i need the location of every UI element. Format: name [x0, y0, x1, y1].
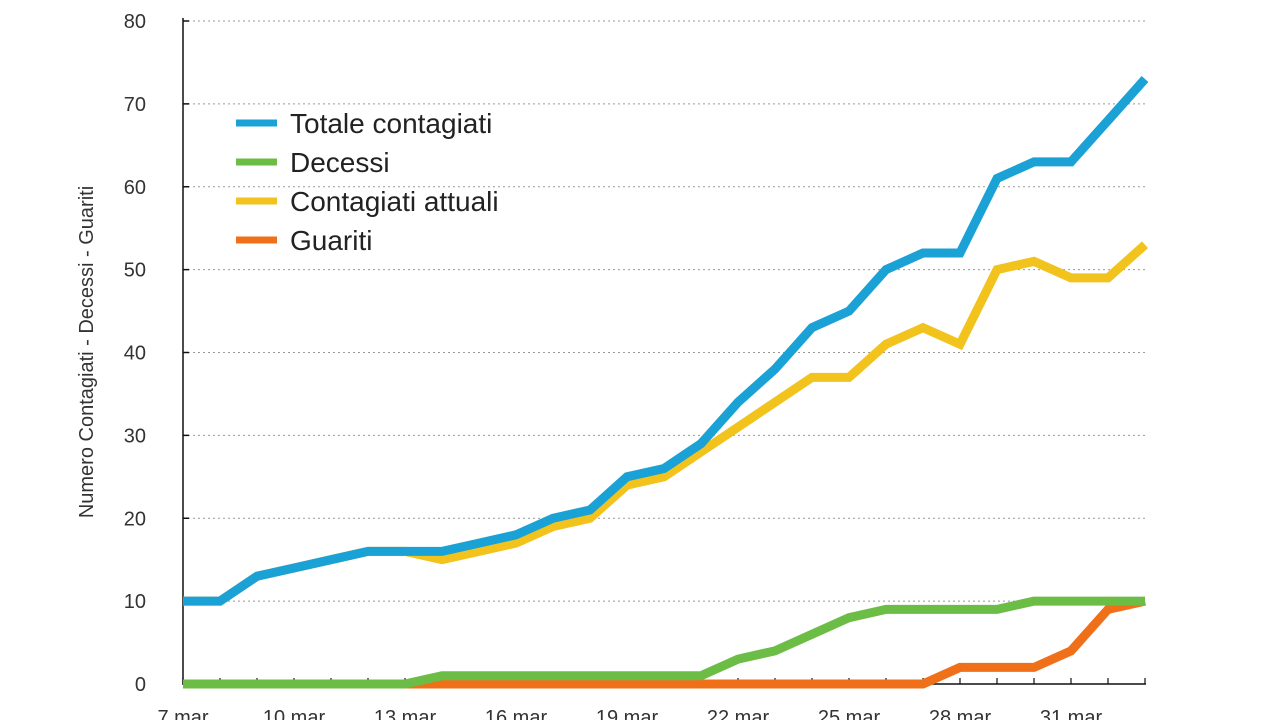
x-tick-label: 25 mar — [818, 707, 881, 720]
y-tick-label: 30 — [124, 425, 146, 447]
x-tick-label: 19 mar — [596, 707, 659, 720]
x-tick-label: 7 mar — [157, 707, 208, 720]
y-tick-labels: 0 10 20 30 40 50 60 70 80 — [124, 11, 146, 696]
x-tick-label: 13 mar — [374, 707, 437, 720]
y-tick-label: 60 — [124, 177, 146, 199]
y-tick-label: 40 — [124, 343, 146, 365]
series-lines — [182, 76, 1149, 689]
y-tick-label: 20 — [124, 508, 146, 530]
y-tick-label: 80 — [124, 11, 146, 33]
legend: Totale contagiati Decessi Contagiati attua… — [236, 108, 499, 256]
x-tick-label: 22 mar — [707, 707, 770, 720]
series-line-contagiati-attuali — [183, 241, 1149, 606]
y-tick-label: 70 — [124, 94, 146, 116]
x-tick-label: 16 mar — [485, 707, 548, 720]
legend-label: Decessi — [290, 147, 390, 178]
y-axis-label: Numero Contagiati - Decessi - Guariti — [76, 186, 98, 518]
y-tick-label: 50 — [124, 260, 146, 282]
x-tick-label: 10 mar — [263, 707, 326, 720]
legend-label: Guariti — [290, 225, 372, 256]
legend-label: Contagiati attuali — [290, 186, 499, 217]
legend-label: Totale contagiati — [290, 108, 492, 139]
y-tick-label: 10 — [124, 591, 146, 613]
y-tick-label: 0 — [135, 674, 146, 696]
x-tick-label: 28 mar — [929, 707, 992, 720]
x-tick-label: 31 mar — [1040, 707, 1103, 720]
x-tick-labels: 7 mar 10 mar 13 mar 16 mar 19 mar 22 mar 25 ma… — [157, 707, 1102, 720]
